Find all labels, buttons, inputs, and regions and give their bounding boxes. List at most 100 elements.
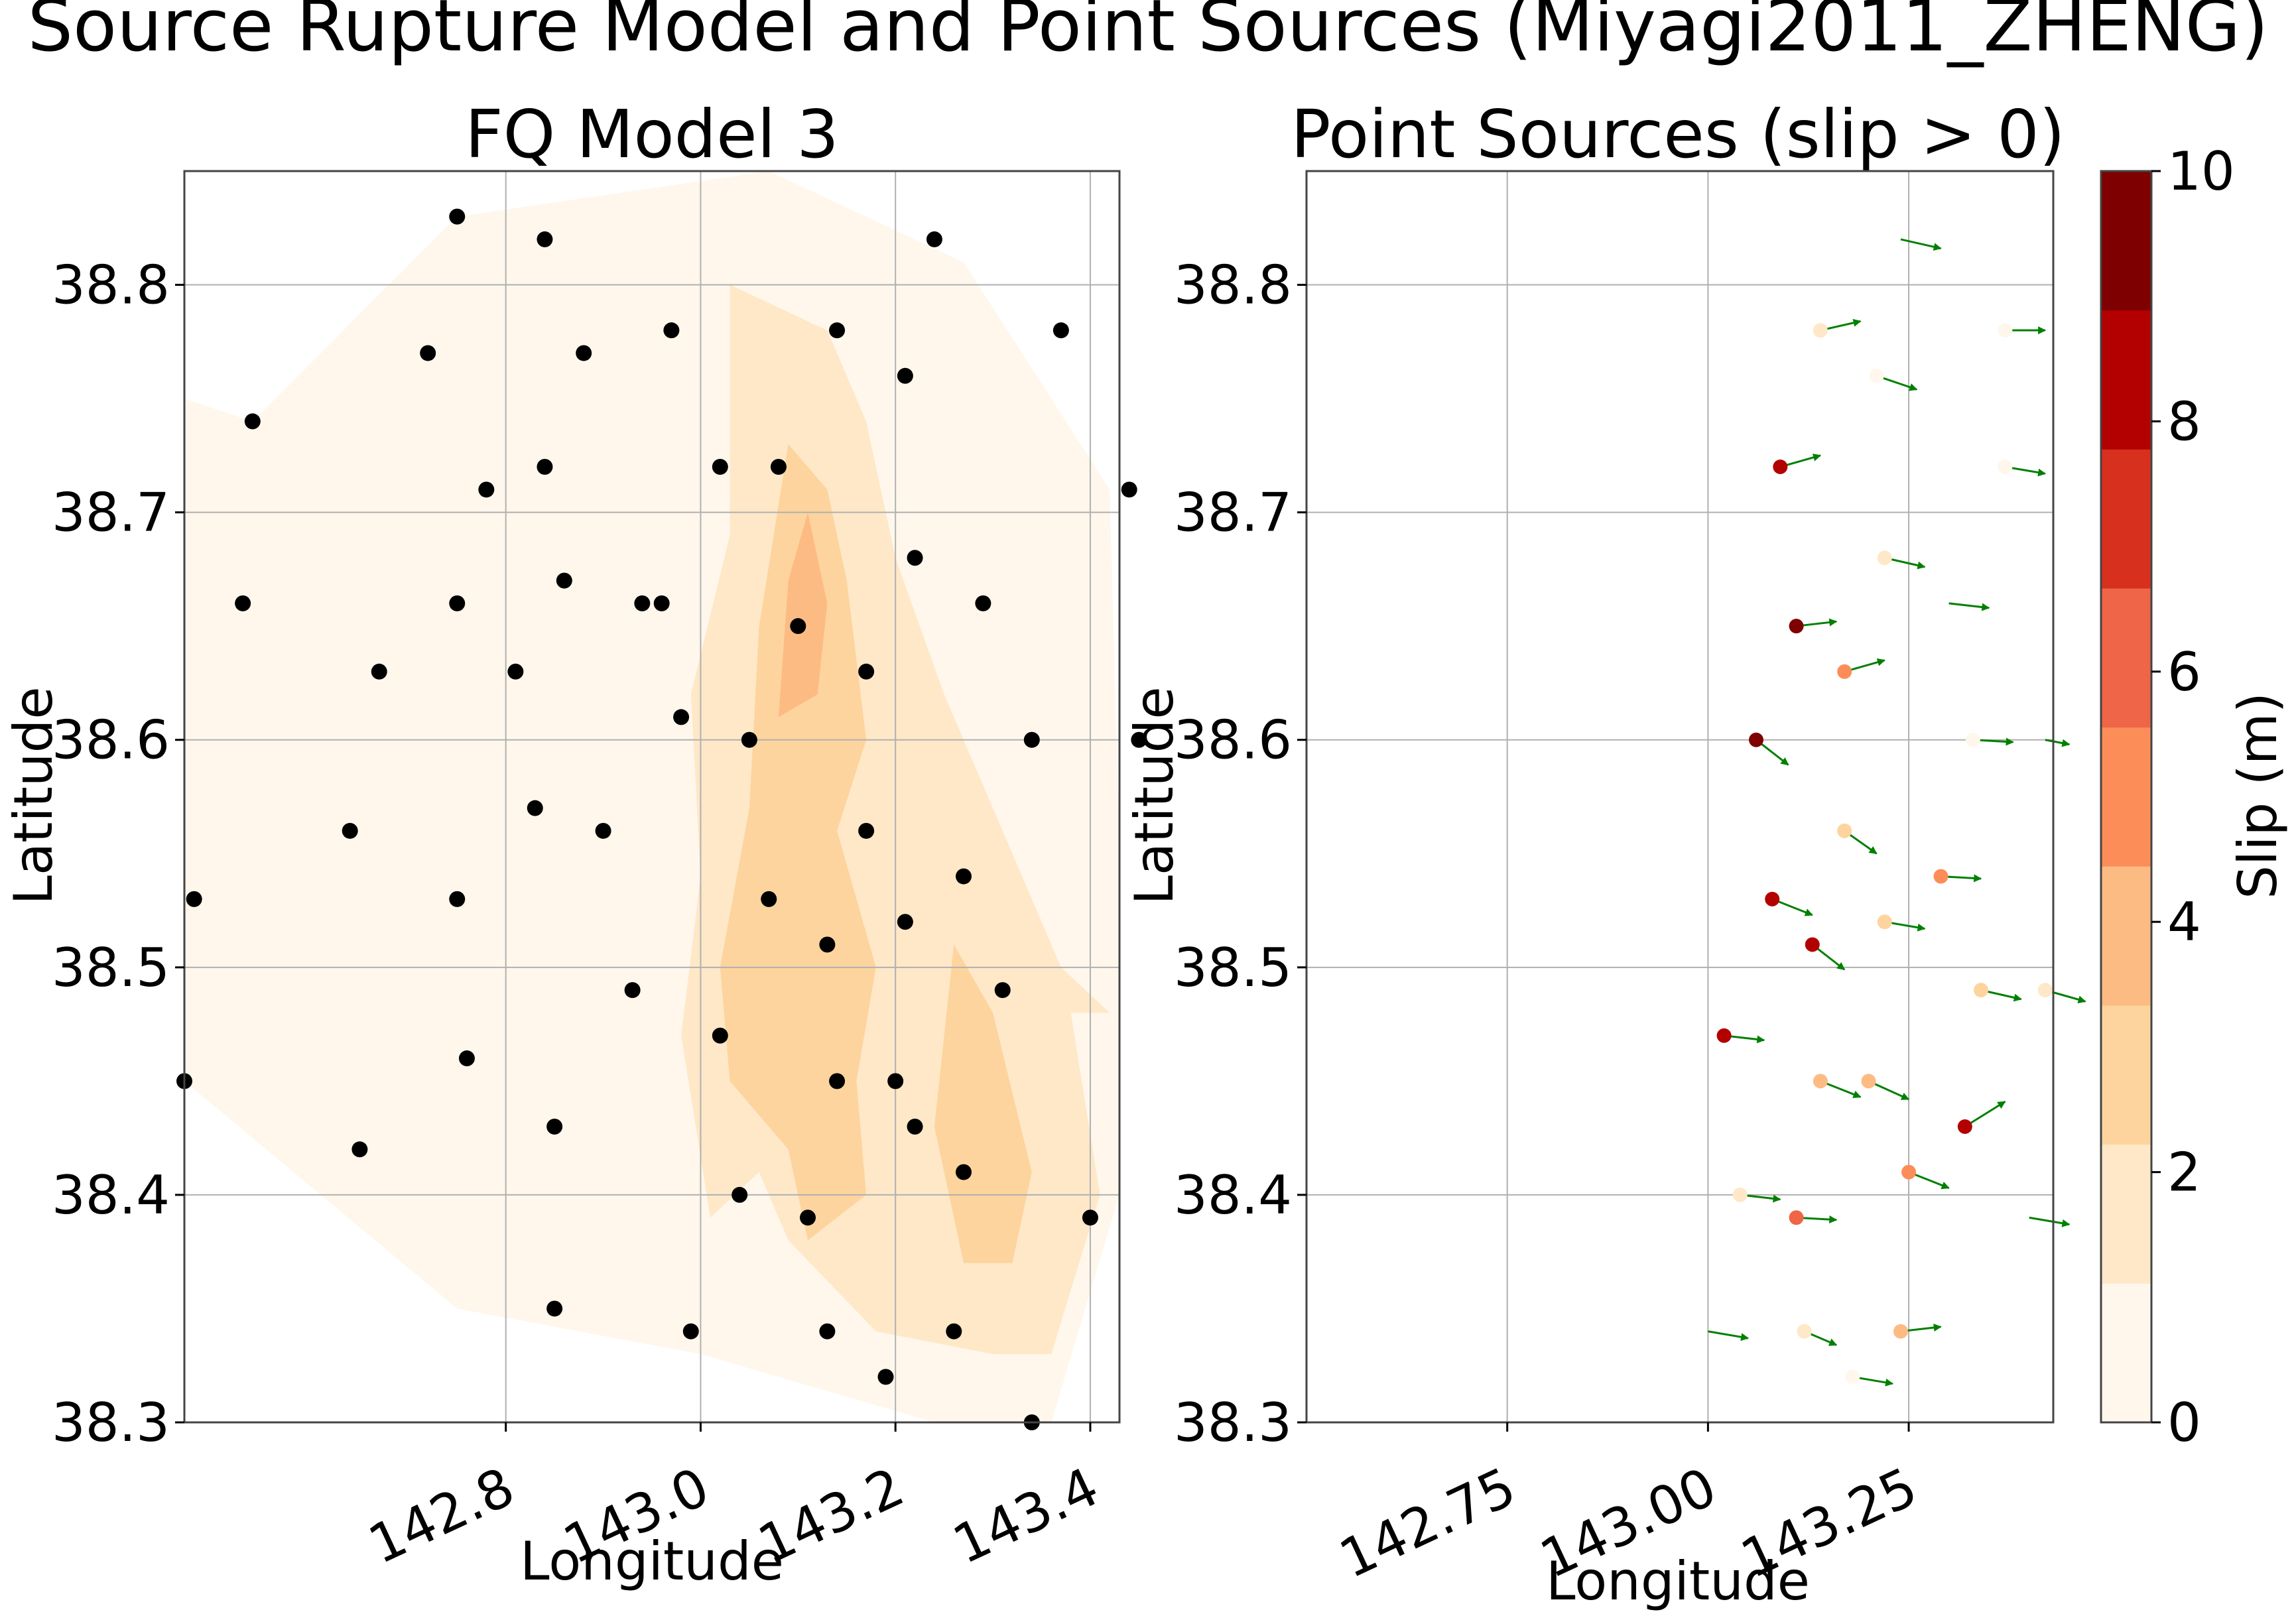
- quiver-ytick-label: 38.4: [1174, 1164, 1292, 1226]
- point-source-marker: [1082, 1210, 1098, 1226]
- contour-chart-title: FQ Model 3: [465, 95, 839, 173]
- colorbar-band: [2101, 449, 2151, 589]
- quiver-ytick-label: 38.6: [1174, 710, 1292, 771]
- point-source-marker: [1121, 481, 1137, 498]
- slip-vector-arrow: [1900, 238, 1942, 251]
- slip-source-marker: [1957, 1119, 1972, 1134]
- quiver-ytick-label: 38.5: [1174, 937, 1292, 999]
- point-source-markers: [176, 208, 1147, 1430]
- slip-source-marker: [1845, 1369, 1860, 1385]
- point-source-marker: [956, 1164, 972, 1180]
- slip-source-marker: [1965, 732, 1980, 747]
- colorbar-bands: [2101, 171, 2151, 1423]
- point-source-marker: [877, 1369, 894, 1385]
- point-source-marker: [527, 800, 543, 816]
- contour-ytick-label: 38.5: [52, 937, 170, 999]
- colorbar-band: [2101, 171, 2151, 311]
- point-source-marker: [956, 868, 972, 885]
- point-source-marker: [897, 914, 913, 930]
- slip-source-marker: [1773, 460, 1788, 475]
- point-source-marker: [624, 982, 641, 999]
- point-source-marker: [829, 1073, 846, 1089]
- point-source-marker: [507, 663, 524, 680]
- point-source-marker: [975, 595, 991, 611]
- point-source-marker: [732, 1186, 748, 1203]
- colorbar-band: [2101, 310, 2151, 450]
- point-source-marker: [800, 1210, 816, 1226]
- quiver-x-axis-label: Longitude: [1546, 1550, 1810, 1612]
- slip-source-marker: [1998, 323, 2013, 338]
- point-source-marker: [790, 618, 806, 635]
- point-source-marker: [576, 345, 592, 361]
- slip-source-marker: [2037, 983, 2053, 998]
- point-source-marker: [1023, 731, 1040, 748]
- point-source-marker: [371, 663, 387, 680]
- contour-band-level-2: [934, 944, 1032, 1263]
- point-source-marker: [235, 595, 251, 611]
- slip-vector-layer: [1708, 238, 2086, 1387]
- contour-x-axis-label: Longitude: [520, 1530, 784, 1592]
- point-source-marker: [342, 822, 358, 839]
- point-source-marker: [634, 595, 651, 611]
- colorbar-tick-label: 8: [2167, 391, 2201, 452]
- point-source-marker: [673, 709, 690, 725]
- point-source-marker: [946, 1323, 962, 1339]
- point-source-marker: [907, 550, 923, 566]
- point-source-marker: [819, 1323, 836, 1339]
- point-source-marker: [458, 1050, 475, 1067]
- point-source-marker: [546, 1300, 563, 1317]
- slip-source-marker: [1716, 1028, 1732, 1043]
- point-source-marker: [449, 208, 466, 225]
- slip-vector-arrow: [1948, 602, 1990, 611]
- point-source-marker: [897, 367, 913, 384]
- point-source-marker: [663, 322, 680, 339]
- point-source-marker: [478, 481, 495, 498]
- slip-colorbar: 0 2 4 6 8 10 Slip (m): [2100, 141, 2289, 1454]
- quiver-ytick-label: 38.8: [1174, 255, 1292, 316]
- colorbar-tick-label: 2: [2167, 1142, 2201, 1204]
- point-source-marker: [926, 231, 942, 247]
- point-source-marker: [682, 1323, 699, 1339]
- contour-chart: FQ Model 3 142.8 143.0 143.2 143.4 38.338.4…: [3, 95, 1147, 1592]
- slip-vector-arrow: [1964, 1100, 2006, 1128]
- slip-source-marker: [1837, 823, 1852, 838]
- figure-suptitle: Source Rupture Model and Point Sources (…: [27, 0, 2268, 68]
- slip-source-marker: [1933, 869, 1948, 884]
- quiver-y-axis-label: Latitude: [1123, 686, 1185, 904]
- slip-source-marker: [1789, 1210, 1804, 1225]
- point-source-marker: [858, 663, 875, 680]
- point-source-marker: [829, 322, 846, 339]
- contour-ytick-label: 38.8: [52, 255, 170, 316]
- slip-source-marker: [1837, 664, 1852, 679]
- quiver-ytick-label: 38.3: [1174, 1392, 1292, 1454]
- slip-vector-arrow: [1868, 1080, 1910, 1101]
- contour-band-level-2: [720, 444, 876, 1241]
- contour-ytick-label: 38.7: [52, 482, 170, 544]
- quiver-ytick-label: 38.7: [1174, 482, 1292, 544]
- slip-source-marker: [1893, 1324, 1908, 1339]
- quiver-grid: [1307, 171, 2053, 1423]
- point-source-marker: [595, 822, 611, 839]
- quiver-y-ticks: 38.3 38.4 38.5 38.6 38.7 38.8: [1174, 255, 1307, 1454]
- slip-source-marker: [1789, 619, 1804, 634]
- colorbar-tick-label: 6: [2167, 641, 2201, 703]
- quiver-xtick-label: 142.75: [1330, 1456, 1525, 1590]
- slip-vector-arrow: [2045, 739, 2071, 747]
- point-source-marker: [537, 231, 553, 247]
- point-source-marker: [1131, 731, 1147, 748]
- colorbar-band: [2101, 1283, 2151, 1423]
- point-source-marker: [770, 459, 787, 475]
- contour-bands: [184, 171, 1119, 1422]
- contour-axes-frame: [183, 170, 1121, 1424]
- slip-source-marker: [1877, 914, 1892, 930]
- colorbar-tick-label: 4: [2167, 891, 2201, 953]
- point-source-marker: [186, 891, 202, 907]
- point-source-marker: [420, 345, 436, 361]
- contour-ytick-label: 38.3: [52, 1392, 170, 1454]
- slip-source-marker: [1974, 983, 1989, 998]
- slip-source-marker: [1765, 891, 1780, 906]
- slip-source-marker: [1732, 1187, 1748, 1202]
- slip-source-marker: [1749, 732, 1764, 747]
- colorbar-band: [2101, 1144, 2151, 1284]
